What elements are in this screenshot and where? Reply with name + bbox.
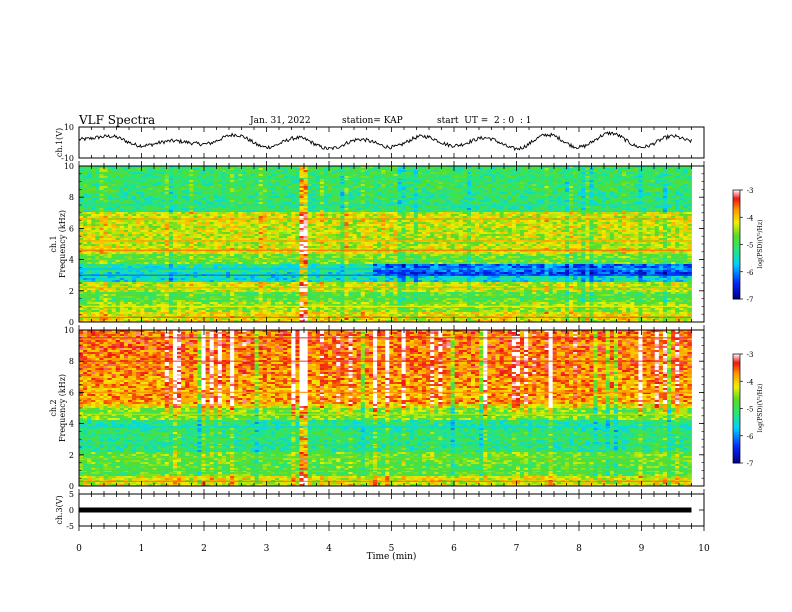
ch1-waveform-trace — [79, 132, 692, 150]
vlf-figure: 10-10ch.1(V)0246810ch.1 Frequency (kHz)-3… — [0, 0, 792, 612]
